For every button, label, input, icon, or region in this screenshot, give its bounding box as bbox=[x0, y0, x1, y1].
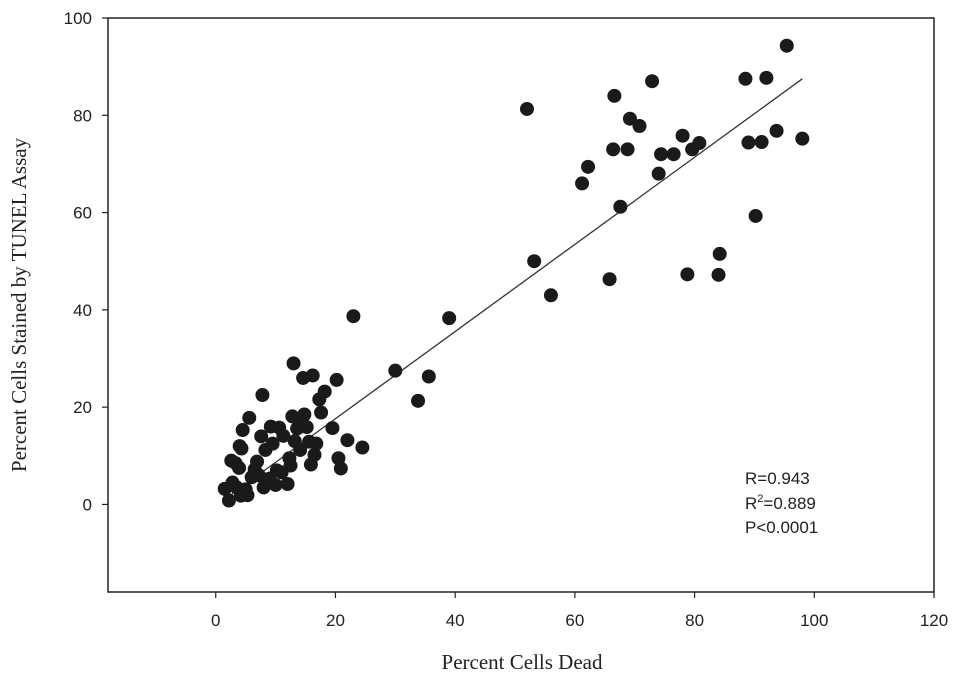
data-point bbox=[297, 407, 312, 422]
data-point bbox=[680, 267, 695, 282]
x-tick-label: 100 bbox=[800, 611, 828, 630]
x-tick-label: 60 bbox=[565, 611, 584, 630]
data-point bbox=[675, 128, 690, 143]
data-point bbox=[333, 461, 348, 476]
data-point bbox=[645, 74, 660, 89]
data-point bbox=[221, 493, 236, 508]
data-point bbox=[309, 436, 324, 451]
data-point bbox=[795, 131, 810, 146]
x-axis-title: Percent Cells Dead bbox=[442, 650, 603, 674]
plot-frame bbox=[107, 17, 935, 593]
r-squared-label: R2=0.889 bbox=[745, 493, 816, 513]
data-point bbox=[251, 468, 266, 483]
data-point bbox=[411, 393, 426, 408]
data-point bbox=[741, 135, 756, 150]
data-point bbox=[234, 441, 249, 456]
data-point bbox=[738, 71, 753, 86]
data-point bbox=[346, 309, 361, 324]
data-point bbox=[442, 311, 457, 326]
data-point bbox=[286, 356, 301, 371]
data-point bbox=[606, 142, 621, 157]
data-point bbox=[242, 410, 257, 425]
data-point bbox=[340, 433, 355, 448]
data-point bbox=[329, 372, 344, 387]
y-tick-label: 20 bbox=[73, 398, 92, 417]
data-point bbox=[754, 135, 769, 150]
data-point bbox=[388, 363, 403, 378]
data-point bbox=[769, 123, 784, 138]
data-point bbox=[421, 369, 436, 384]
x-tick-label: 0 bbox=[211, 611, 220, 630]
data-point bbox=[280, 477, 295, 492]
data-point bbox=[527, 254, 542, 269]
y-axis-title: Percent Cells Stained by TUNEL Assay bbox=[7, 137, 31, 472]
r-squared-value: =0.889 bbox=[763, 494, 815, 513]
data-point bbox=[654, 147, 669, 162]
data-point bbox=[602, 272, 617, 287]
data-point bbox=[325, 421, 340, 436]
data-point bbox=[317, 384, 332, 399]
data-point bbox=[666, 147, 681, 162]
data-point bbox=[712, 246, 727, 261]
data-point bbox=[711, 267, 726, 282]
data-point bbox=[232, 460, 247, 475]
data-point bbox=[620, 142, 635, 157]
data-point bbox=[283, 458, 298, 473]
data-point bbox=[307, 447, 322, 462]
data-point bbox=[632, 118, 647, 133]
data-point bbox=[692, 136, 707, 151]
data-point bbox=[268, 477, 283, 492]
x-tick-label: 20 bbox=[326, 611, 345, 630]
data-point bbox=[250, 454, 265, 469]
y-tick-label: 80 bbox=[73, 106, 92, 125]
y-tick-label: 100 bbox=[64, 9, 92, 28]
x-tick-label: 40 bbox=[446, 611, 465, 630]
data-point bbox=[305, 368, 320, 383]
data-point bbox=[293, 442, 308, 457]
data-point bbox=[613, 199, 628, 214]
x-tick-label: 80 bbox=[685, 611, 704, 630]
data-point bbox=[255, 387, 270, 402]
data-point bbox=[575, 176, 590, 191]
x-axis-ticks: 0 20 40 60 80 100 120 bbox=[211, 592, 948, 630]
y-tick-label: 0 bbox=[83, 495, 92, 514]
data-point bbox=[254, 429, 269, 444]
p-value-label: P<0.0001 bbox=[745, 518, 818, 537]
r-squared-prefix: R bbox=[745, 494, 757, 513]
data-point bbox=[779, 38, 794, 53]
y-tick-label: 60 bbox=[73, 204, 92, 223]
y-axis-ticks: 0 20 40 60 80 100 bbox=[64, 9, 108, 514]
data-point bbox=[651, 166, 666, 181]
data-point bbox=[276, 428, 291, 443]
data-point bbox=[748, 208, 763, 223]
x-tick-label: 120 bbox=[920, 611, 948, 630]
data-point bbox=[235, 423, 250, 438]
data-point bbox=[759, 70, 774, 85]
data-point bbox=[314, 405, 329, 420]
data-point bbox=[543, 288, 558, 303]
r-squared-superscript: 2 bbox=[757, 493, 763, 505]
data-points bbox=[217, 38, 810, 508]
data-point bbox=[581, 159, 596, 174]
regression-line-group bbox=[227, 78, 803, 498]
r-value-label: R=0.943 bbox=[745, 469, 810, 488]
statistics-annotation: R=0.943 R2=0.889 P<0.0001 bbox=[745, 469, 818, 537]
data-point bbox=[607, 88, 622, 103]
data-point bbox=[265, 436, 280, 451]
data-point bbox=[238, 482, 253, 497]
data-point bbox=[299, 420, 314, 435]
y-tick-label: 40 bbox=[73, 301, 92, 320]
regression-line bbox=[227, 78, 803, 498]
data-point bbox=[355, 440, 370, 455]
data-point bbox=[622, 111, 637, 126]
data-point bbox=[519, 101, 534, 116]
